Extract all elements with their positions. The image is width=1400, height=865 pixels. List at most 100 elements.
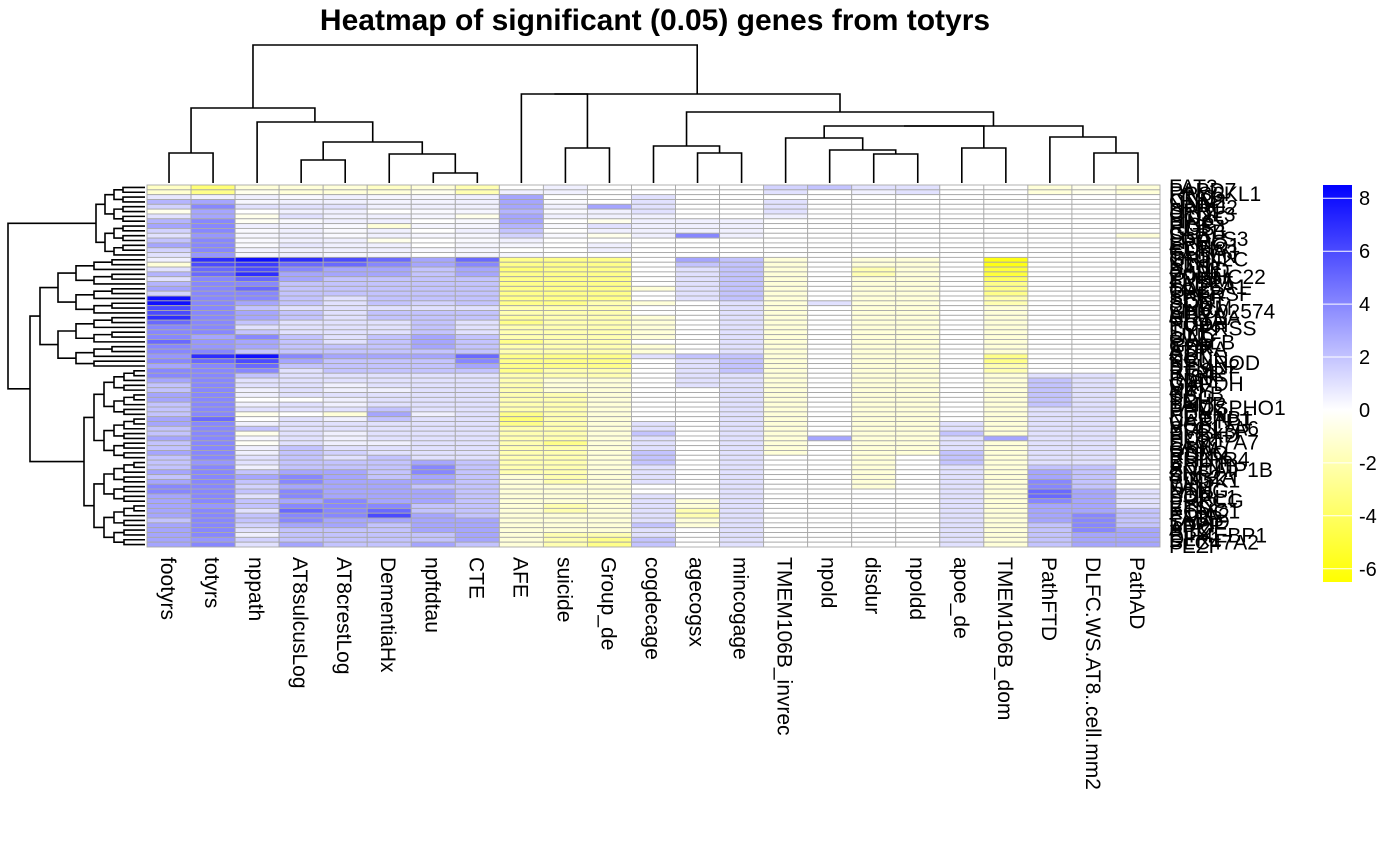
dendrogram-link (113, 511, 124, 524)
heatmap-cell (983, 440, 1029, 447)
heatmap-cell (1115, 507, 1161, 514)
heatmap-cell (190, 213, 236, 220)
heatmap-cell (146, 435, 192, 442)
row-label: WNT (1169, 473, 1217, 496)
heatmap-cell (763, 454, 809, 461)
heatmap-cell (983, 536, 1029, 543)
heatmap-cell (763, 483, 809, 490)
row-label: SLC (1169, 224, 1210, 247)
heatmap-cell (278, 266, 324, 273)
heatmap-cell (366, 276, 412, 282)
heatmap-cell (851, 329, 897, 336)
heatmap-cell (234, 392, 280, 398)
column-label: DLFC.WS.AT8..cell.mm2 (1081, 557, 1104, 790)
heatmap-cell (234, 285, 280, 292)
row-label: LINC (1169, 324, 1217, 347)
heatmap-cell (719, 493, 765, 500)
heatmap-cell (498, 213, 544, 220)
heatmap-cell (366, 488, 412, 495)
chart-title: Heatmap of significant (0.05) genes from… (320, 4, 990, 37)
heatmap-cell (631, 532, 676, 538)
heatmap-cell (278, 194, 324, 200)
heatmap-cell (939, 522, 985, 529)
heatmap-cell (454, 396, 500, 403)
heatmap-cell (278, 285, 324, 292)
heatmap-cell (1071, 363, 1117, 369)
heatmap-cell (322, 189, 368, 196)
heatmap-cell (366, 218, 412, 225)
heatmap-cell (542, 227, 588, 234)
heatmap-cell (807, 252, 853, 258)
heatmap-cell (234, 454, 280, 461)
row-label: CRYBA (1169, 307, 1241, 330)
row-label: SFRP (1169, 287, 1225, 310)
heatmap-cell (939, 281, 985, 287)
heatmap-cell (895, 445, 941, 451)
heatmap-cell (763, 310, 809, 316)
heatmap-cell (763, 474, 809, 480)
heatmap-cell (498, 271, 544, 278)
heatmap-cell (983, 425, 1029, 432)
heatmap-cell (675, 411, 721, 418)
heatmap-cell (410, 493, 456, 500)
heatmap-cell (939, 406, 985, 413)
heatmap-cell (895, 372, 941, 379)
heatmap-cell (1071, 411, 1117, 418)
row-label: TMEM (1169, 269, 1231, 292)
heatmap-cell (146, 285, 192, 292)
heatmap-cell (851, 512, 897, 519)
heatmap-cell (719, 213, 765, 220)
heatmap-cell (895, 227, 941, 234)
heatmap-cell (410, 232, 456, 239)
heatmap-cell (366, 223, 412, 229)
heatmap-cell (895, 488, 941, 495)
heatmap-cell (719, 218, 765, 225)
heatmap-cell (278, 406, 324, 413)
heatmap-cell (234, 512, 280, 519)
heatmap-cell (1027, 300, 1073, 307)
column-labels: footyrs totyrs nppath AT8sulcusLog AT8crestL… (156, 557, 1148, 790)
heatmap-cell (719, 382, 765, 389)
heatmap-cell (234, 271, 280, 278)
dendrogram-link (113, 467, 124, 481)
heatmap-cell (807, 421, 853, 427)
heatmap-cell (1027, 459, 1073, 466)
heatmap-cell (410, 411, 456, 418)
heatmap-cell (675, 300, 721, 307)
heatmap-cell (983, 314, 1029, 321)
heatmap-cell (542, 367, 588, 374)
heatmap-cell (939, 237, 985, 244)
heatmap-cell (454, 488, 500, 495)
heatmap-cell (586, 507, 632, 514)
heatmap-cell (1027, 517, 1073, 524)
heatmap-cell (234, 348, 280, 355)
heatmap-cell (322, 454, 368, 461)
heatmap-cell (542, 517, 588, 524)
heatmap-cell (1071, 517, 1117, 524)
heatmap-cell (410, 319, 456, 326)
heatmap-cell (410, 517, 456, 524)
heatmap-cell (322, 445, 368, 451)
heatmap-cell (410, 425, 456, 432)
heatmap-cell (146, 512, 192, 519)
heatmap-cell (278, 459, 324, 466)
heatmap-cell (895, 295, 941, 302)
heatmap-cell (498, 194, 544, 200)
heatmap-cell (146, 372, 192, 379)
heatmap-cell (631, 252, 676, 258)
heatmap-cell (146, 353, 192, 360)
heatmap-cell (1115, 382, 1161, 389)
heatmap-cell (322, 232, 368, 239)
heatmap-cell (278, 314, 324, 321)
heatmap-cell (807, 276, 853, 282)
heatmap-cell (939, 372, 985, 379)
heatmap-cell (190, 242, 236, 249)
heatmap-cell (542, 493, 588, 500)
heatmap-cell (234, 184, 280, 191)
heatmap-cell (454, 512, 500, 519)
heatmap-cell (454, 305, 500, 311)
row-label: KCNC1 (1169, 501, 1240, 524)
heatmap-cell (1071, 199, 1117, 205)
row-label: DLK1 (1169, 528, 1222, 551)
dendrogram-link (123, 529, 145, 536)
